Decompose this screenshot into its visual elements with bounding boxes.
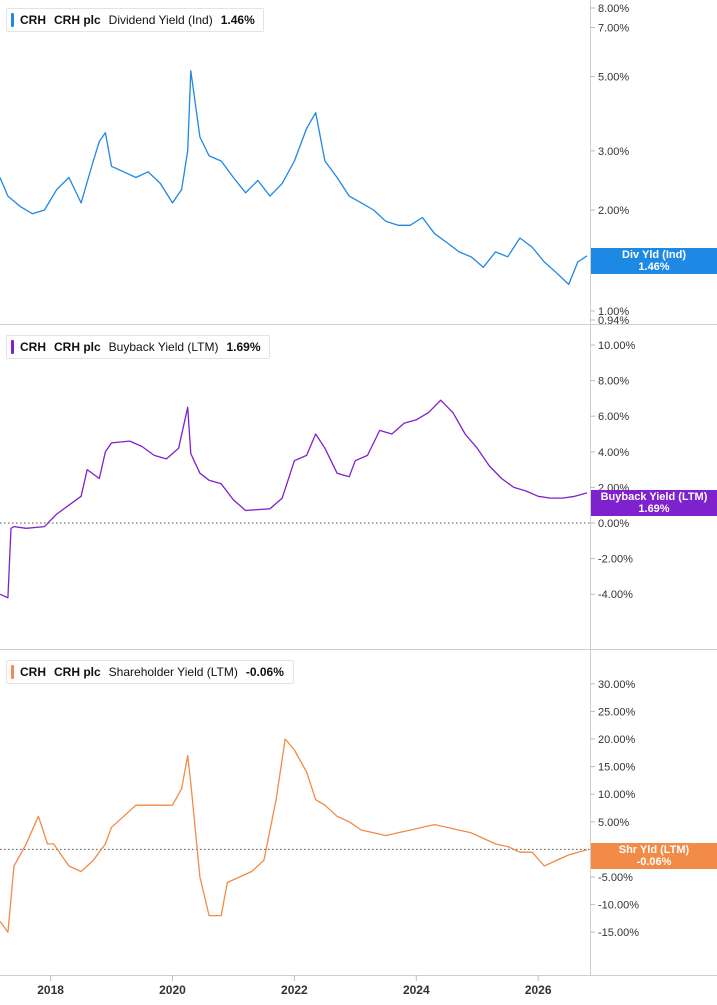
value-tag-buyback-yield: Buyback Yield (LTM) 1.69%	[591, 490, 717, 516]
x-tick-label: 2022	[281, 983, 308, 997]
legend-company: CRH plc	[54, 340, 101, 354]
series-line-3	[0, 738, 588, 933]
legend-metric: Buyback Yield (LTM)	[108, 340, 219, 354]
tag-value: 1.46%	[638, 261, 670, 273]
y-tick-label: 5.00%	[598, 71, 629, 83]
series-color-swatch	[11, 13, 14, 27]
y-tick-label: 0.00%	[598, 518, 629, 530]
series-line-2	[0, 399, 588, 599]
y-tick-label: 5.00%	[598, 817, 629, 829]
y-tick-label: 30.00%	[598, 679, 636, 691]
y-tick-label: 4.00%	[598, 447, 629, 459]
y-tick-label: 0.94%	[598, 315, 629, 327]
tag-value: -0.06%	[636, 856, 672, 868]
x-tick-label: 2026	[525, 983, 552, 997]
tag-label: Div Yld (Ind)	[622, 249, 686, 261]
y-tick-label: -2.00%	[598, 554, 633, 566]
legend-metric: Dividend Yield (Ind)	[108, 13, 213, 27]
value-tag-dividend-yield: Div Yld (Ind) 1.46%	[591, 248, 717, 274]
y-tick-label: -10.00%	[598, 900, 639, 912]
y-tick-label: 3.00%	[598, 146, 629, 158]
series-line-1	[0, 70, 588, 286]
y-tick-label: 7.00%	[598, 22, 629, 34]
x-tick-label: 2020	[159, 983, 186, 997]
x-tick-label: 2024	[403, 983, 430, 997]
x-tick-label: 2018	[37, 983, 64, 997]
legend-ticker: CRH	[20, 13, 46, 27]
y-tick-label: -4.00%	[598, 589, 633, 601]
y-tick-label: -15.00%	[598, 927, 639, 939]
legend-dividend-yield: CRH CRH plc Dividend Yield (Ind) 1.46%	[6, 8, 264, 32]
legend-company: CRH plc	[54, 665, 101, 679]
legend-metric: Shareholder Yield (LTM)	[108, 665, 238, 679]
legend-ticker: CRH	[20, 340, 46, 354]
tag-value: 1.69%	[638, 503, 670, 515]
y-tick-label: 8.00%	[598, 376, 629, 388]
series-color-swatch	[11, 340, 14, 354]
legend-ticker: CRH	[20, 665, 46, 679]
legend-value: 1.46%	[220, 13, 255, 27]
series-color-swatch	[11, 665, 14, 679]
y-tick-label: 2.00%	[598, 205, 629, 217]
y-tick-label: 1.00%	[598, 306, 629, 318]
legend-company: CRH plc	[54, 13, 101, 27]
y-tick-label: 15.00%	[598, 762, 636, 774]
tag-label: Buyback Yield (LTM)	[600, 491, 708, 503]
y-tick-label: 25.00%	[598, 706, 636, 718]
legend-buyback-yield: CRH CRH plc Buyback Yield (LTM) 1.69%	[6, 335, 270, 359]
y-tick-label: 10.00%	[598, 340, 636, 352]
legend-value: -0.06%	[245, 665, 284, 679]
legend-value: 1.69%	[226, 340, 261, 354]
y-tick-label: 6.00%	[598, 411, 629, 423]
tag-label: Shr Yld (LTM)	[618, 844, 690, 856]
legend-shareholder-yield: CRH CRH plc Shareholder Yield (LTM) -0.0…	[6, 660, 294, 684]
y-tick-label: 20.00%	[598, 734, 636, 746]
y-tick-label: 10.00%	[598, 789, 636, 801]
y-tick-label: -5.00%	[598, 872, 633, 884]
y-tick-label: 8.00%	[598, 3, 629, 15]
value-tag-shareholder-yield: Shr Yld (LTM) -0.06%	[591, 843, 717, 869]
